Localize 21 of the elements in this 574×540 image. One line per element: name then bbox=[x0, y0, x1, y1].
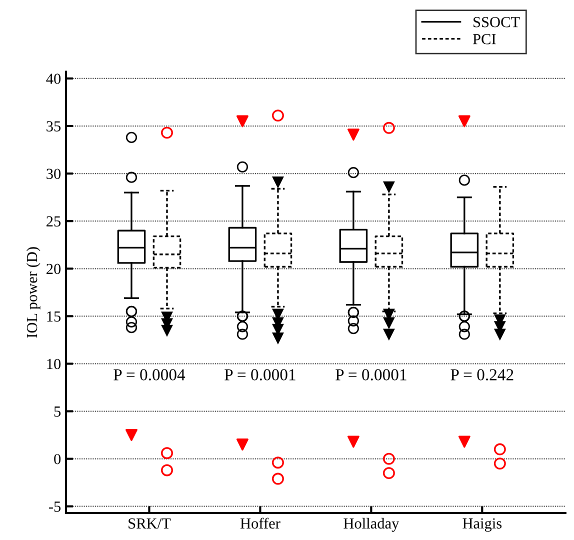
y-axis-title: IOL power (D) bbox=[26, 247, 40, 338]
x-tick-label: Holladay bbox=[344, 518, 400, 532]
annotation: P = 0.0001 bbox=[224, 369, 296, 380]
annotation: P = 0.0004 bbox=[114, 369, 186, 380]
y-tick-label: 5 bbox=[54, 406, 61, 417]
x-tick-label: SRK/T bbox=[128, 518, 171, 529]
y-tick-label: 20 bbox=[46, 264, 61, 274]
y-tick-label: -5 bbox=[48, 502, 61, 512]
y-tick-label: 10 bbox=[47, 358, 61, 370]
legend-label: PCI bbox=[472, 34, 496, 44]
annotation: P = 0.0001 bbox=[336, 369, 406, 380]
y-tick-label: 15 bbox=[47, 311, 61, 322]
legend-label: SSOCT bbox=[474, 17, 520, 28]
y-tick-label: 25 bbox=[46, 216, 61, 227]
x-tick-label: Haigis bbox=[462, 518, 502, 532]
x-tick-label: Hoffer bbox=[240, 518, 280, 529]
y-tick-label: 0 bbox=[54, 454, 61, 464]
annotation: P = 0.242 bbox=[450, 369, 514, 380]
y-tick-label: 30 bbox=[46, 168, 61, 180]
y-tick-label: 35 bbox=[46, 121, 61, 132]
y-tick-label: 40 bbox=[46, 74, 61, 84]
